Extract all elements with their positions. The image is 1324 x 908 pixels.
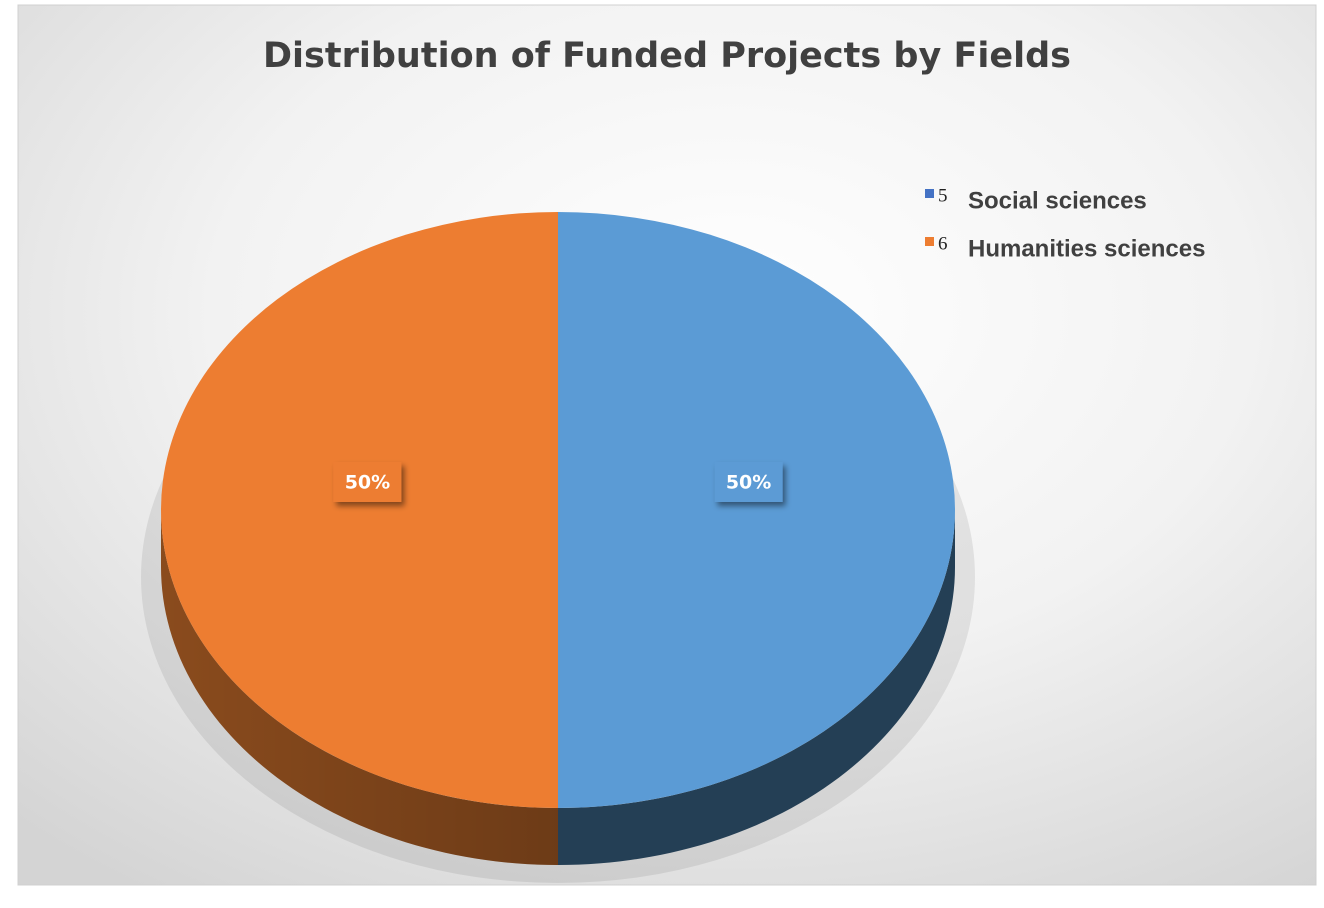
data-label: 50% bbox=[726, 472, 771, 494]
pie-slice bbox=[161, 212, 558, 808]
legend-number: 5 bbox=[938, 185, 948, 206]
pie-side-shade bbox=[161, 510, 558, 865]
pie-side bbox=[558, 510, 955, 865]
pie-slice bbox=[558, 212, 955, 808]
data-label-box bbox=[333, 462, 402, 502]
legend-swatch bbox=[925, 237, 934, 246]
chart-title: Distribution of Funded Projects by Field… bbox=[263, 36, 1071, 76]
legend-label: Humanities sciences bbox=[968, 235, 1205, 262]
legend-label: Social sciences bbox=[968, 187, 1147, 214]
data-label-box bbox=[714, 462, 783, 502]
data-label: 50% bbox=[345, 472, 390, 494]
legend-swatch bbox=[925, 189, 934, 198]
legend-number: 6 bbox=[938, 233, 948, 254]
